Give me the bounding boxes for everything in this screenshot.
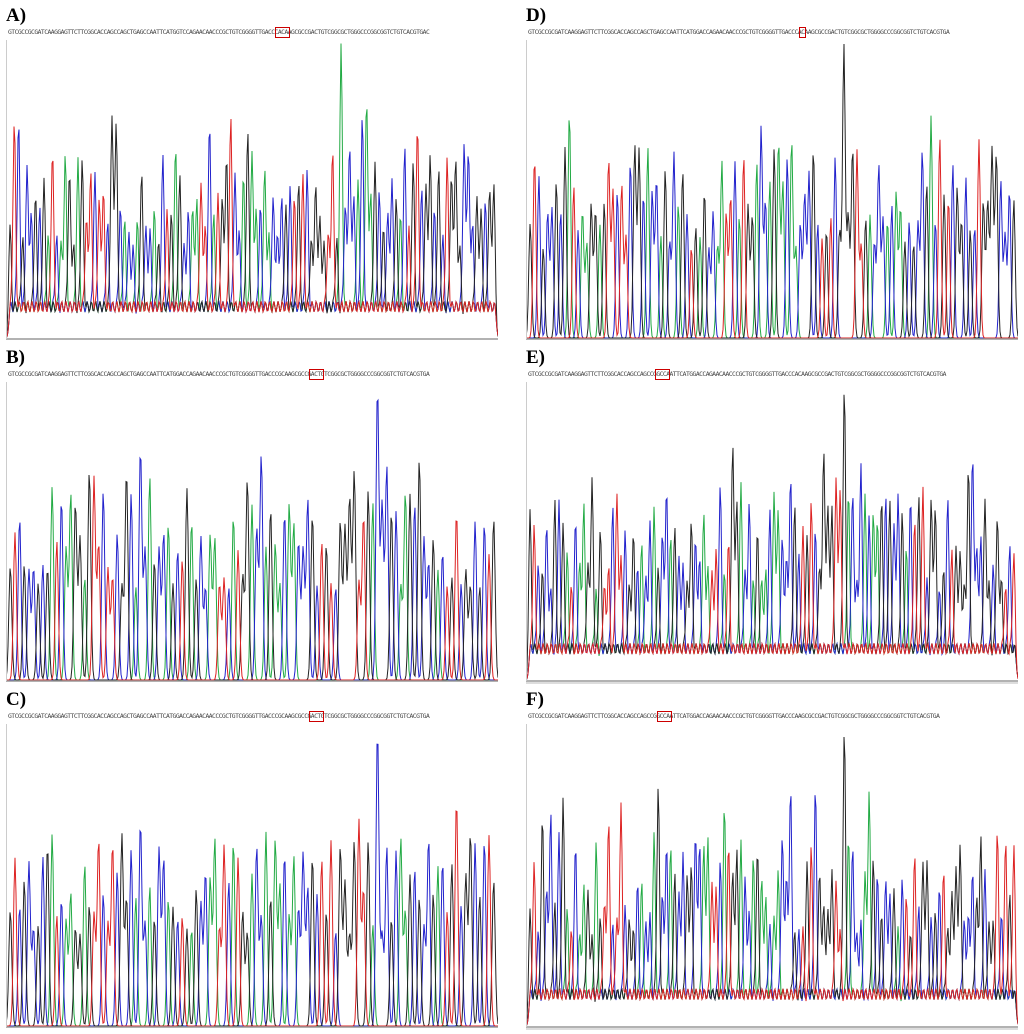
sequence-text: GTCGCCGCGATCAAGGAGTTCTTCGGCACCAGCCAGCTGA… [8, 29, 430, 36]
trace-g-line [6, 462, 498, 681]
trace-t-line [6, 810, 498, 1027]
panel-label: B) [6, 347, 25, 368]
panel-label: F) [526, 689, 544, 710]
trace-a-line [6, 478, 498, 681]
trace-g-line [526, 43, 1018, 339]
mutation-highlight-box [656, 711, 673, 722]
mutation-highlight-box [274, 27, 291, 38]
scroll-footer-bar [526, 682, 1018, 684]
sequence-text: GTCGCCGCGATCAAGGAGTTCTTCGGCACCAGCCAGCTGA… [528, 29, 950, 36]
chromatogram-trace [526, 724, 1018, 1030]
chromatogram-trace [526, 40, 1018, 340]
sequence-text: GTCGCCGCGATCAAGGAGTTCTTCGGCACCAGCCAGCTGA… [8, 371, 430, 378]
chromatogram-panel-f: F) GTCGCCGCGATCAAGGAGTTCTTCGGCACCAGCCAGC… [526, 690, 1018, 1030]
trace-t-line [526, 139, 1018, 339]
mutation-highlight-box [798, 27, 807, 38]
panel-label: E) [526, 347, 545, 368]
trace-g-line [6, 833, 498, 1027]
mutation-highlight-box [309, 711, 325, 722]
panel-label: A) [6, 5, 27, 26]
chromatogram-trace [526, 382, 1018, 684]
sequence-text: GTCGCCGCGATCAAGGAGTTCTTCGGCACCAGCCAGCCGG… [528, 371, 946, 378]
chromatogram-trace [6, 382, 498, 682]
trace-t-line [526, 477, 1018, 681]
panel-label: C) [6, 689, 27, 710]
chromatogram-panel-c: C) GTCGCCGCGATCAAGGAGTTCTTCGGCACCAGCCAGC… [6, 690, 498, 1030]
chromatogram-panel-a: A) GTCGCCGCGATCAAGGAGTTCTTCGGCACCAGCCAGC… [6, 6, 498, 341]
chromatogram-panel-d: D) GTCGCCGCGATCAAGGAGTTCTTCGGCACCAGCCAGC… [526, 6, 1018, 341]
chromatogram-panel-e: E) GTCGCCGCGATCAAGGAGTTCTTCGGCACCAGCCAGC… [526, 347, 1018, 684]
chromatogram-panel-b: B) GTCGCCGCGATCAAGGAGTTCTTCGGCACCAGCCAGC… [6, 348, 498, 683]
sequence-text: GTCGCCGCGATCAAGGAGTTCTTCGGCACCAGCCAGCCGG… [528, 713, 940, 720]
sequence-text: GTCGCCGCGATCAAGGAGTTCTTCGGCACCAGCCAGCTGA… [8, 713, 430, 720]
scroll-footer-bar [526, 1028, 1018, 1030]
chromatogram-trace [6, 724, 498, 1028]
mutation-highlight-box [654, 369, 671, 380]
trace-a-line [526, 115, 1018, 339]
trace-t-line [526, 802, 1018, 1027]
mutation-highlight-box [309, 369, 325, 380]
trace-t-line [6, 475, 498, 681]
trace-t-line [6, 118, 498, 339]
chromatogram-trace [6, 40, 498, 340]
panel-label: D) [526, 5, 547, 26]
